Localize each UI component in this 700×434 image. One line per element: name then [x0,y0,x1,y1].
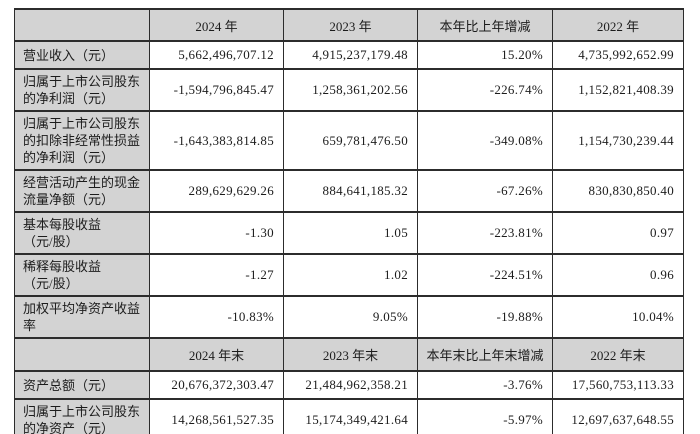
header-blank [14,337,150,372]
cell-2024: -1,594,796,845.47 [149,68,284,112]
cell-2023: 1.05 [283,211,418,255]
row-label: 稀释每股收益 （元/股） [14,253,150,297]
header-2022-end: 2022 年末 [552,337,684,372]
table-row-total-assets: 资产总额（元） 20,676,372,303.47 21,484,962,358… [14,370,684,400]
cell-2024: -1,643,383,814.85 [149,110,284,171]
table-header-annual: 2024 年 2023 年 本年比上年增减 2022 年 [14,8,684,42]
table-row-revenue: 营业收入（元） 5,662,496,707.12 4,915,237,179.4… [14,40,684,70]
row-label: 经营活动产生的现金 流量净额（元） [14,169,150,213]
cell-2023: 15,174,349,421.64 [283,398,418,434]
table-row-basic-eps: 基本每股收益 （元/股） -1.30 1.05 -223.81% 0.97 [14,211,684,255]
header-yoy-change: 本年比上年增减 [417,8,553,42]
cell-2024: 14,268,561,527.35 [149,398,284,434]
cell-2022: 17,560,753,113.33 [552,370,684,400]
row-label: 基本每股收益 （元/股） [14,211,150,255]
header-2023-end: 2023 年末 [283,337,418,372]
cell-2023: 884,641,185.32 [283,169,418,213]
cell-2022: 830,830,850.40 [552,169,684,213]
cell-2022: 1,152,821,408.39 [552,68,684,112]
cell-2024: 289,629,629.26 [149,169,284,213]
cell-change: -5.97% [417,398,553,434]
table-row-operating-cash-flow: 经营活动产生的现金 流量净额（元） 289,629,629.26 884,641… [14,169,684,213]
header-2022: 2022 年 [552,8,684,42]
cell-2022: 0.96 [552,253,684,297]
cell-2024: -1.27 [149,253,284,297]
cell-2023: 1.02 [283,253,418,297]
table-row-weighted-avg-roe: 加权平均净资产收益 率 -10.83% 9.05% -19.88% 10.04% [14,295,684,339]
cell-2024: 5,662,496,707.12 [149,40,284,70]
table-header-year-end: 2024 年末 2023 年末 本年末比上年末增减 2022 年末 [14,337,684,372]
cell-change: -349.08% [417,110,553,171]
cell-2022: 12,697,637,648.55 [552,398,684,434]
table-row-net-profit: 归属于上市公司股东 的净利润（元） -1,594,796,845.47 1,25… [14,68,684,112]
row-label: 归属于上市公司股东 的扣除非经常性损益 的净利润（元） [14,110,150,171]
table-row-net-profit-excl-nonrecurring: 归属于上市公司股东 的扣除非经常性损益 的净利润（元） -1,643,383,8… [14,110,684,171]
cell-change: -19.88% [417,295,553,339]
row-label: 营业收入（元） [14,40,150,70]
cell-2022: 4,735,992,652.99 [552,40,684,70]
cell-change: -224.51% [417,253,553,297]
cell-2024: -10.83% [149,295,284,339]
header-yoy-end-change: 本年末比上年末增减 [417,337,553,372]
cell-2023: 659,781,476.50 [283,110,418,171]
cell-change: -223.81% [417,211,553,255]
row-label: 归属于上市公司股东 的净资产（元） [14,398,150,434]
cell-2024: -1.30 [149,211,284,255]
cell-change: -67.26% [417,169,553,213]
header-2024-end: 2024 年末 [149,337,284,372]
cell-2023: 21,484,962,358.21 [283,370,418,400]
cell-2023: 1,258,361,202.56 [283,68,418,112]
table-row-net-assets: 归属于上市公司股东 的净资产（元） 14,268,561,527.35 15,1… [14,398,684,434]
cell-change: 15.20% [417,40,553,70]
cell-2023: 9.05% [283,295,418,339]
table-row-diluted-eps: 稀释每股收益 （元/股） -1.27 1.02 -224.51% 0.96 [14,253,684,297]
row-label: 资产总额（元） [14,370,150,400]
cell-2023: 4,915,237,179.48 [283,40,418,70]
cell-change: -3.76% [417,370,553,400]
header-2023: 2023 年 [283,8,418,42]
cell-2022: 0.97 [552,211,684,255]
cell-2022: 1,154,730,239.44 [552,110,684,171]
row-label: 归属于上市公司股东 的净利润（元） [14,68,150,112]
row-label: 加权平均净资产收益 率 [14,295,150,339]
header-blank [14,8,150,42]
cell-change: -226.74% [417,68,553,112]
header-2024: 2024 年 [149,8,284,42]
cell-2024: 20,676,372,303.47 [149,370,284,400]
cell-2022: 10.04% [552,295,684,339]
financial-summary-table: 2024 年 2023 年 本年比上年增减 2022 年 营业收入（元） 5,6… [14,8,684,434]
